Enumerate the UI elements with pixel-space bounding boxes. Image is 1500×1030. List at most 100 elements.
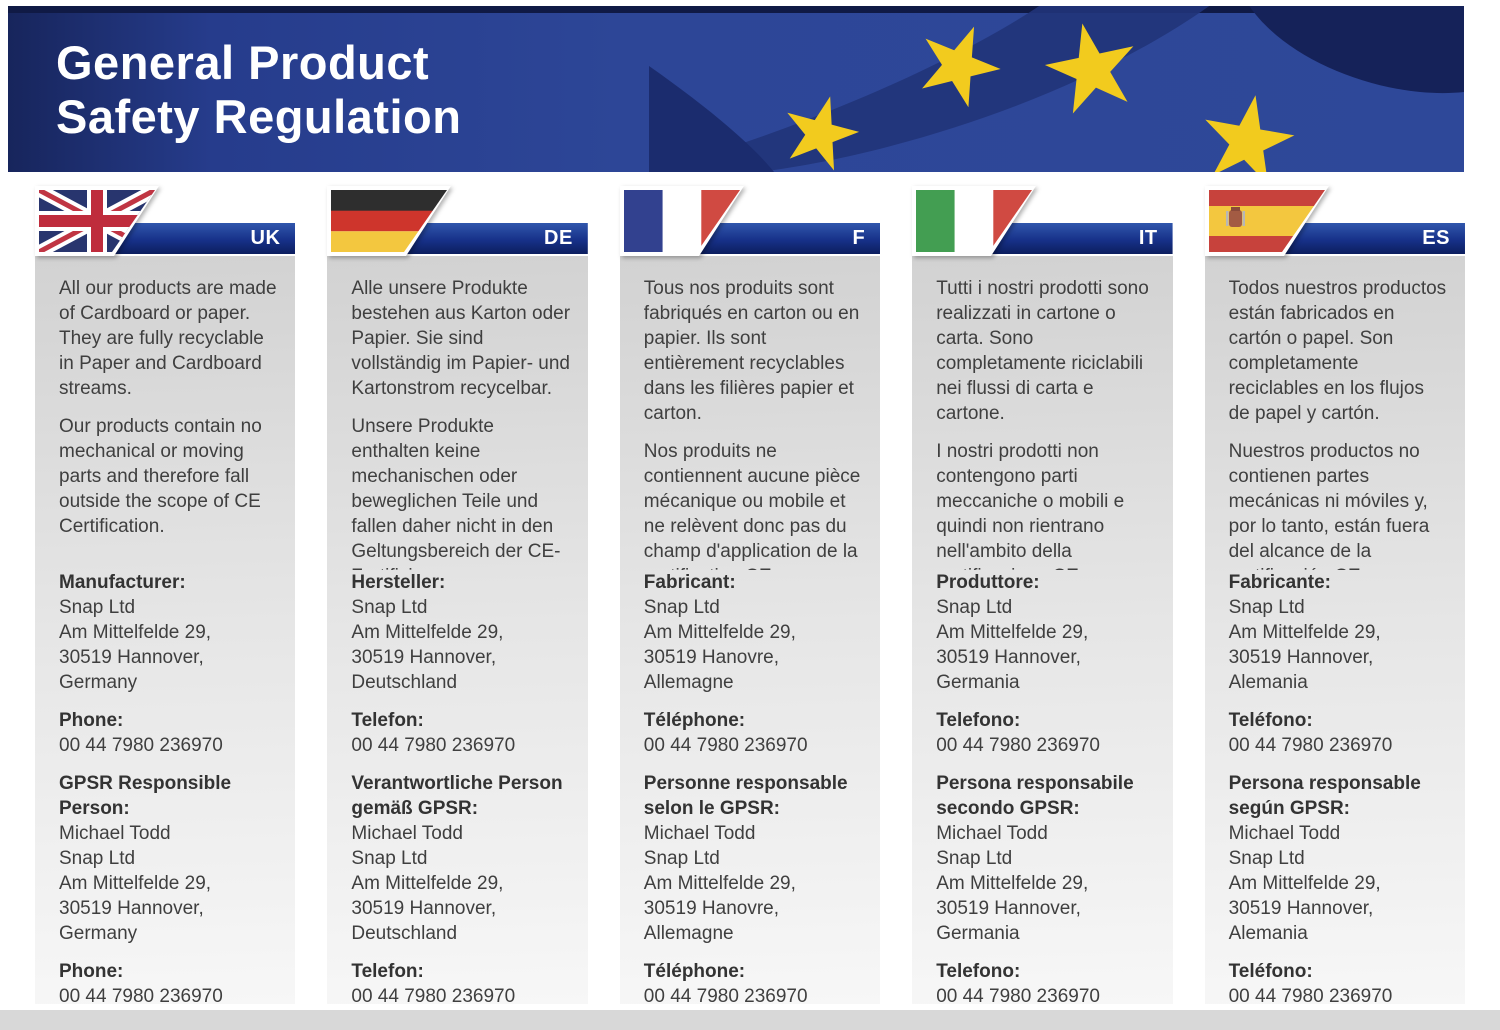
language-columns: UK All our products are made of (35, 186, 1465, 1007)
manufacturer-section: Fabricant: Snap Ltd Am Mittelfelde 29, 3… (644, 570, 864, 695)
gpsr-person-details: Michael Todd Snap Ltd Am Mittelfelde 29,… (1228, 823, 1381, 944)
phone-section-2: Téléphone: 00 44 7980 236970 (644, 959, 864, 1009)
phone-label: Telefon: (351, 961, 424, 982)
gpsr-person-details: Michael Todd Snap Ltd Am Mittelfelde 29,… (351, 823, 504, 944)
language-column-uk: UK All our products are made of (35, 186, 296, 1007)
intro-paragraphs: All our products are made of Cardboard o… (59, 276, 279, 570)
manufacturer-address: Snap Ltd Am Mittelfelde 29, 30519 Hannov… (59, 597, 212, 693)
page-title: General Product Safety Regulation (56, 36, 461, 144)
phone-number: 00 44 7980 236970 (936, 986, 1100, 1007)
spain-coat-of-arms (1225, 207, 1245, 227)
info-panel-uk: All our products are made of Cardboard o… (35, 256, 296, 1007)
country-code-label: F (852, 227, 866, 249)
gpsr-person-label: Persona responsabile secondo GPSR: (936, 773, 1134, 819)
phone-section: Téléphone: 00 44 7980 236970 (644, 708, 864, 758)
intro-paragraphs: Todos nuestros productos están fabricado… (1229, 276, 1449, 570)
header-top-strip (8, 6, 1464, 13)
language-column-es: ES (1204, 186, 1465, 1007)
country-code-label: IT (1138, 227, 1158, 249)
language-column-fr: F Tous nos produits sont fabriqués en ca… (619, 186, 881, 1007)
phone-label: Téléphone: (643, 961, 746, 982)
info-panel-es: Todos nuestros productos están fabricado… (1204, 256, 1465, 1007)
phone-label: Phone: (59, 710, 124, 731)
ce-exemption-paragraph: Our products contain no mechanical or mo… (59, 416, 262, 537)
gpsr-person-section: Personne responsable selon le GPSR: Mich… (644, 771, 864, 946)
gpsr-person-label: Personne responsable selon le GPSR: (643, 773, 848, 819)
recyclability-paragraph: Tutti i nostri prodotti sono realizzati … (936, 278, 1149, 424)
language-column-it: IT Tutti i nostri prodotti sono realizza… (912, 186, 1173, 1007)
phone-number: 00 44 7980 236970 (1228, 735, 1393, 756)
recyclability-paragraph: All our products are made of Cardboard o… (59, 278, 277, 399)
phone-label: Téléphone: (643, 710, 746, 731)
gpsr-person-section: Verantwortliche Person gemäß GPSR: Micha… (351, 771, 571, 946)
germany-flag-icon (327, 186, 452, 256)
manufacturer-address: Snap Ltd Am Mittelfelde 29, 30519 Hanovr… (643, 597, 796, 693)
phone-number: 00 44 7980 236970 (59, 986, 223, 1007)
phone-section: Telefon: 00 44 7980 236970 (351, 708, 571, 758)
manufacturer-address: Snap Ltd Am Mittelfelde 29, 30519 Hannov… (1228, 597, 1381, 693)
phone-label: Teléfono: (1228, 961, 1313, 982)
gpsr-person-label: GPSR Responsible Person: (59, 773, 232, 819)
manufacturer-section: Fabricante: Snap Ltd Am Mittelfelde 29, … (1229, 570, 1449, 695)
language-column-de: DE Alle unsere Produkte bestehen aus Kar… (327, 186, 588, 1007)
gpsr-person-details: Michael Todd Snap Ltd Am Mittelfelde 29,… (59, 823, 212, 944)
gpsr-person-details: Michael Todd Snap Ltd Am Mittelfelde 29,… (936, 823, 1089, 944)
column-header-uk: UK (35, 186, 296, 256)
gpsr-person-section: Persona responsable según GPSR: Michael … (1229, 771, 1449, 946)
info-panel-de: Alle unsere Produkte bestehen aus Karton… (327, 256, 588, 1007)
phone-label: Telefon: (351, 710, 424, 731)
page-bottom-strip (0, 1010, 1500, 1030)
phone-section-2: Teléfono: 00 44 7980 236970 (1229, 959, 1449, 1009)
manufacturer-label: Manufacturer: (59, 572, 186, 593)
ce-exemption-paragraph: Nos produits ne contiennent aucune pièce… (643, 441, 861, 570)
title-line-1: General Product (56, 36, 430, 89)
phone-section-2: Telefono: 00 44 7980 236970 (936, 959, 1156, 1009)
phone-number: 00 44 7980 236970 (643, 735, 808, 756)
manufacturer-label: Fabricante: (1228, 572, 1332, 593)
phone-section: Teléfono: 00 44 7980 236970 (1229, 708, 1449, 758)
country-code-label: UK (250, 227, 281, 249)
column-header-es: ES (1204, 186, 1465, 256)
gpsr-person-section: Persona responsabile secondo GPSR: Micha… (936, 771, 1156, 946)
intro-paragraphs: Tutti i nostri prodotti sono realizzati … (936, 276, 1156, 570)
phone-label: Telefono: (936, 961, 1021, 982)
phone-label: Telefono: (936, 710, 1021, 731)
phone-number: 00 44 7980 236970 (1228, 986, 1393, 1007)
manufacturer-label: Fabricant: (643, 572, 736, 593)
manufacturer-label: Hersteller: (351, 572, 446, 593)
spain-flag-icon (1204, 186, 1329, 256)
gpsr-person-details: Michael Todd Snap Ltd Am Mittelfelde 29,… (643, 823, 796, 944)
title-line-2: Safety Regulation (56, 90, 462, 143)
manufacturer-address: Snap Ltd Am Mittelfelde 29, 30519 Hannov… (351, 597, 504, 693)
recyclability-paragraph: Alle unsere Produkte bestehen aus Karton… (351, 278, 571, 399)
info-panel-fr: Tous nos produits sont fabriqués en cart… (619, 256, 881, 1007)
gpsr-person-label: Verantwortliche Person gemäß GPSR: (351, 773, 563, 819)
phone-number: 00 44 7980 236970 (643, 986, 808, 1007)
phone-section: Phone: 00 44 7980 236970 (59, 708, 279, 758)
phone-section-2: Telefon: 00 44 7980 236970 (351, 959, 571, 1009)
eu-flag-stars-graphic (648, 6, 1464, 172)
column-header-de: DE (327, 186, 588, 256)
phone-label: Teléfono: (1228, 710, 1313, 731)
phone-number: 00 44 7980 236970 (351, 735, 516, 756)
column-header-it: IT (912, 186, 1173, 256)
recyclability-paragraph: Tous nos produits sont fabriqués en cart… (643, 278, 860, 424)
manufacturer-section: Produttore: Snap Ltd Am Mittelfelde 29, … (936, 570, 1156, 695)
info-panel-it: Tutti i nostri prodotti sono realizzati … (912, 256, 1173, 1007)
manufacturer-section: Hersteller: Snap Ltd Am Mittelfelde 29, … (351, 570, 571, 695)
intro-paragraphs: Tous nos produits sont fabriqués en cart… (644, 276, 864, 570)
page-header: General Product Safety Regulation (8, 6, 1464, 172)
gpsr-person-section: GPSR Responsible Person: Michael Todd Sn… (59, 771, 279, 946)
phone-section: Telefono: 00 44 7980 236970 (936, 708, 1156, 758)
column-header-fr: F (619, 186, 881, 256)
country-code-label: ES (1422, 227, 1450, 249)
country-code-label: DE (544, 227, 573, 249)
ce-exemption-paragraph: Nuestros productos no contienen partes m… (1228, 441, 1430, 570)
manufacturer-label: Produttore: (936, 572, 1040, 593)
ce-exemption-paragraph: I nostri prodotti non contengono parti m… (936, 441, 1125, 570)
ce-exemption-paragraph: Unsere Produkte enthalten keine mechanis… (351, 416, 561, 570)
italy-flag-icon (912, 186, 1037, 256)
recyclability-paragraph: Todos nuestros productos están fabricado… (1228, 278, 1447, 424)
phone-number: 00 44 7980 236970 (351, 986, 516, 1007)
